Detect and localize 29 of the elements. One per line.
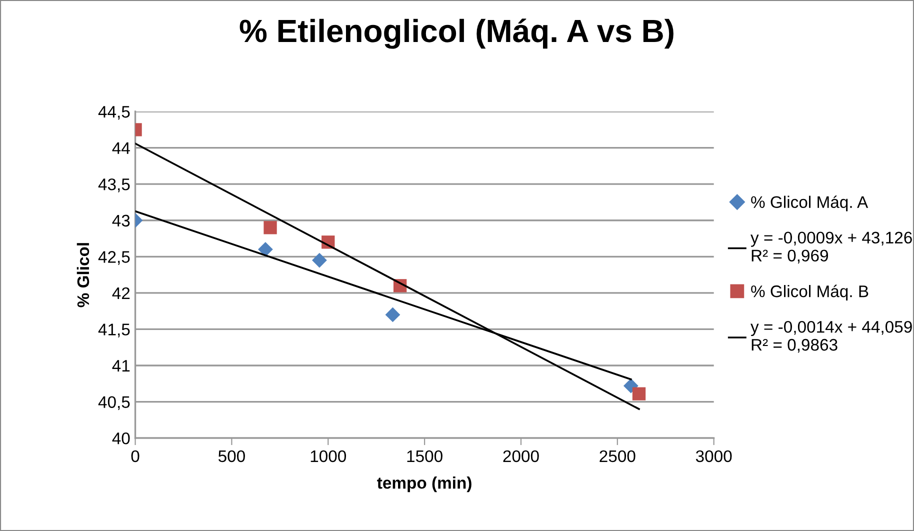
x-axis-title: tempo (min) [377, 476, 472, 492]
y-axis-title: % Glicol [76, 243, 90, 308]
x-tick-label: 3000 [696, 450, 732, 462]
y-tick-label: 40 [112, 432, 130, 444]
y-tick-label: 41,5 [98, 324, 130, 338]
y-tick-label: 42 [112, 287, 130, 299]
y-tick-label: 41 [112, 360, 130, 372]
y-tick-label: 42,5 [98, 251, 130, 265]
y-tick-label: 44 [112, 142, 130, 154]
legend-label: y = -0,0009x + 43,126 R² = 0,969 [750, 232, 912, 264]
chart-title: % Etilenoglicol (Máq. A vs B) [240, 18, 674, 49]
legend-label: y = -0,0014x + 44,059 R² = 0,9863 [750, 320, 912, 353]
y-tick-label: 40,5 [98, 396, 130, 410]
x-tick-label: 1500 [407, 450, 442, 462]
point [632, 387, 646, 400]
point [312, 252, 327, 268]
legend-label: % Glicol Máq. B [751, 284, 868, 301]
y-tick-label: 43 [112, 214, 130, 227]
x-tick-label: 500 [218, 450, 245, 462]
x-tick-label: 2000 [503, 450, 539, 462]
point [258, 242, 273, 257]
legend-label: % Glicol Máq. A [751, 196, 868, 212]
y-tick-label: 43,5 [98, 178, 130, 192]
x-tick-label: 1000 [310, 450, 346, 462]
y-tick-label: 44,5 [98, 106, 130, 120]
point [385, 307, 400, 322]
point [264, 221, 277, 234]
x-tick-label: 0 [131, 450, 140, 462]
x-tick-label: 2500 [600, 450, 636, 462]
